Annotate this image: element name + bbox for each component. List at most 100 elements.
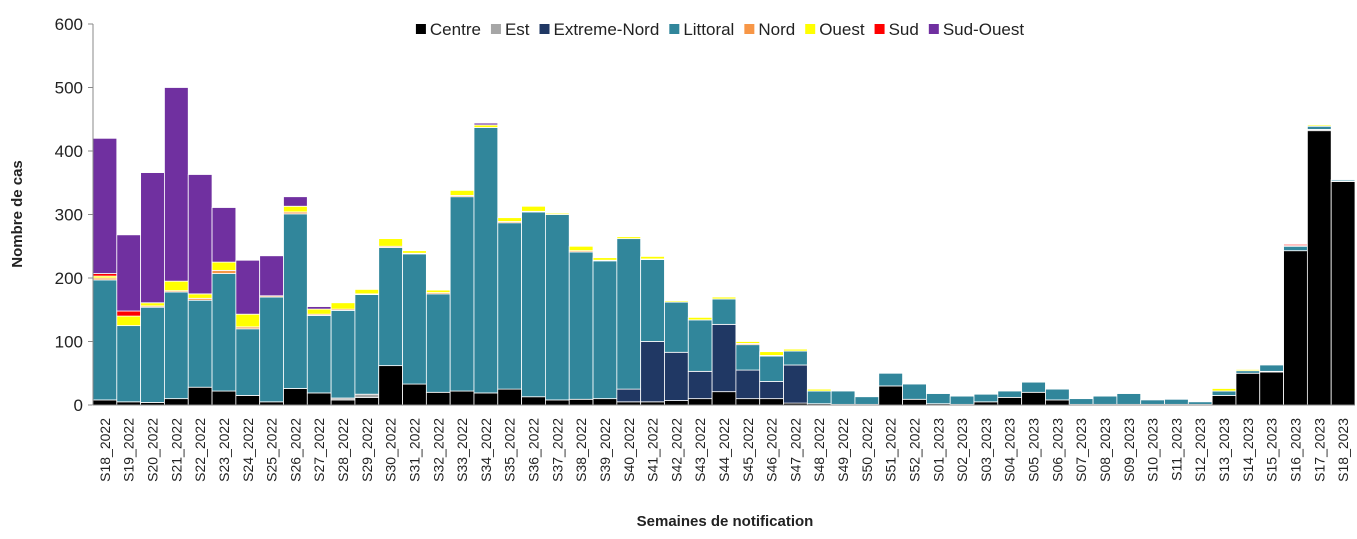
bar-segment: [1187, 401, 1213, 405]
x-tick-label: S04_2023: [1002, 418, 1018, 482]
bar-segment: [664, 351, 689, 401]
bar-segment: [759, 351, 784, 356]
x-tick-label: S11_2023: [1168, 418, 1184, 481]
y-axis-label: Nombre de cas: [9, 160, 26, 268]
x-tick-label: S20_2022: [145, 418, 161, 482]
legend-swatch: [669, 24, 680, 34]
bar-segment: [449, 196, 475, 392]
bar-segment: [1306, 125, 1332, 130]
bar-segment: [1068, 398, 1094, 405]
bar-segment: [140, 306, 165, 403]
bar-segment: [568, 251, 594, 400]
bar-segment: [664, 301, 689, 353]
x-tick-label: S51_2022: [883, 418, 899, 482]
bar-segment: [687, 398, 713, 406]
legend-label: Extreme-Nord: [554, 20, 660, 39]
legend-label: Nord: [758, 20, 795, 39]
bar-segment: [354, 393, 380, 398]
bar-segment: [1045, 399, 1070, 406]
x-tick-label: S47_2022: [787, 418, 803, 482]
bar-segment: [1116, 393, 1142, 405]
bar-segment: [306, 308, 332, 315]
bar-segment: [735, 369, 761, 400]
x-tick-label: S06_2023: [1049, 418, 1065, 482]
x-tick-label: S24_2022: [240, 418, 256, 482]
bar-segment: [140, 302, 165, 307]
bar-segment: [640, 256, 665, 260]
bar-segment: [1211, 390, 1237, 396]
x-tick-label: S01_2023: [930, 418, 946, 482]
legend-label: Littoral: [683, 20, 734, 39]
x-tick-label: S18_2022: [97, 418, 113, 482]
bar-segment: [283, 388, 308, 406]
bar-segment: [616, 238, 642, 390]
x-tick-label: S21_2022: [168, 418, 184, 482]
x-tick-label: S18_2023: [1335, 418, 1351, 482]
bar-segment: [711, 298, 737, 325]
bar-segment: [425, 293, 451, 393]
bar-segment: [830, 390, 856, 405]
x-tick-label: S07_2023: [1073, 418, 1089, 482]
bar-segment: [783, 348, 808, 352]
bar-segment: [116, 234, 142, 312]
bar-segment: [1283, 250, 1308, 406]
legend-swatch: [744, 24, 755, 34]
x-tick-label: S03_2023: [978, 418, 994, 482]
legend-swatch: [539, 24, 550, 34]
bar-segment: [592, 398, 618, 406]
bar-segment: [378, 247, 403, 367]
legend-swatch: [874, 24, 885, 34]
bar-segment: [211, 207, 237, 263]
bar-segment: [1092, 395, 1118, 405]
bar-segment: [306, 315, 332, 394]
bar-segment: [283, 213, 308, 389]
bar-segment: [92, 399, 118, 406]
bar-segment: [235, 328, 261, 396]
bar-segment: [1140, 399, 1165, 405]
bar-segment: [521, 211, 546, 398]
x-tick-label: S39_2022: [597, 418, 613, 482]
bar-segment: [1306, 124, 1332, 127]
x-tick-label: S42_2022: [668, 418, 684, 482]
bar-segment: [806, 388, 832, 392]
bar-segment: [211, 273, 237, 392]
x-tick-label: S34_2022: [478, 418, 494, 482]
y-tick-label: 400: [55, 142, 83, 161]
y-tick-label: 200: [55, 269, 83, 288]
legend-label: Sud: [889, 20, 919, 39]
legend-swatch: [415, 24, 426, 34]
x-tick-label: S08_2023: [1097, 418, 1113, 482]
bar-segment: [330, 309, 356, 399]
x-tick-label: S28_2022: [335, 418, 351, 482]
x-tick-label: S25_2022: [264, 418, 280, 482]
bar-segment: [425, 289, 451, 294]
bar-segment: [187, 174, 213, 295]
bar-segment: [687, 370, 713, 400]
bar-segment: [902, 383, 927, 400]
bar-segment: [878, 372, 903, 387]
bar-segment: [425, 391, 451, 406]
bar-segment: [235, 395, 261, 406]
legend-label: Sud-Ouest: [943, 20, 1025, 39]
bar-segment: [545, 212, 570, 215]
x-tick-label: S29_2022: [359, 418, 375, 482]
x-tick-label: S26_2022: [287, 418, 303, 482]
bar-segment: [92, 137, 118, 274]
x-tick-label: S15_2023: [1264, 418, 1280, 482]
bar-segment: [568, 245, 594, 252]
x-tick-label: S32_2022: [430, 418, 446, 482]
bar-segment: [1235, 369, 1261, 372]
bar-segment: [354, 294, 380, 395]
bar-segment: [164, 280, 189, 292]
bar-segment: [949, 395, 975, 405]
bar-segment: [187, 386, 213, 406]
bar-segment: [568, 398, 594, 406]
bar-segment: [1211, 395, 1237, 406]
bar-segment: [1283, 245, 1308, 252]
x-tick-label: S43_2022: [692, 418, 708, 482]
x-tick-label: S31_2022: [406, 418, 422, 482]
bar-segment: [306, 392, 332, 406]
bar-segment: [497, 222, 523, 390]
bar-segment: [1164, 398, 1189, 405]
